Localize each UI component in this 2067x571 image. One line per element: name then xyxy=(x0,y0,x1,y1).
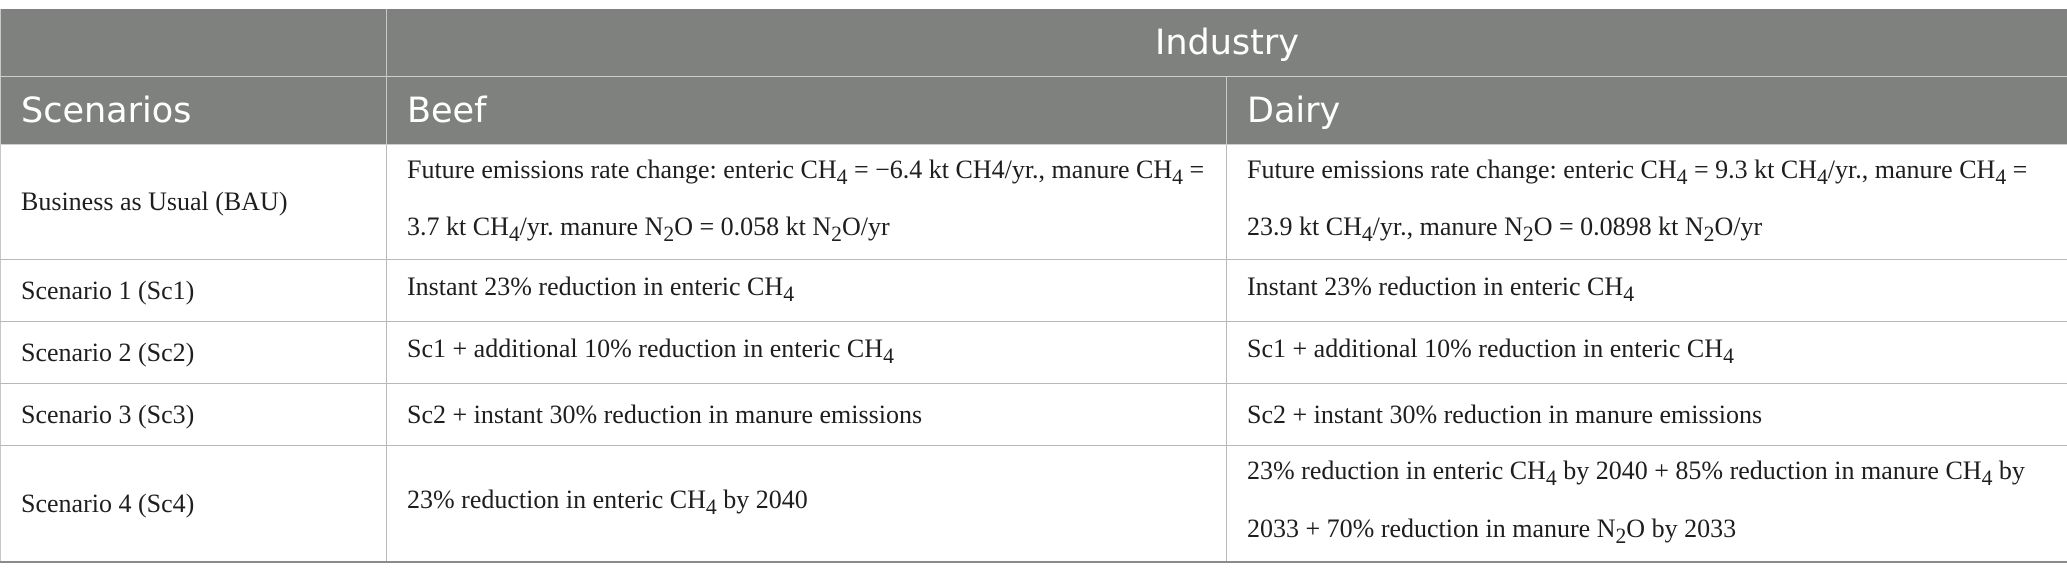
header-empty-cell xyxy=(0,9,387,77)
table-row: Scenario 1 (Sc1) Instant 23% reduction i… xyxy=(0,259,2067,323)
scenario-name-cell: Business as Usual (BAU) xyxy=(0,143,387,261)
dairy-cell: Instant 23% reduction in enteric CH4 xyxy=(1226,259,2067,323)
scenarios-column-header: Scenarios xyxy=(0,76,387,145)
table-row: Scenario 4 (Sc4) 23% reduction in enteri… xyxy=(0,445,2067,563)
dairy-cell: Sc2 + instant 30% reduction in manure em… xyxy=(1226,383,2067,447)
dairy-cell: Sc1 + additional 10% reduction in enteri… xyxy=(1226,321,2067,385)
table-row: Business as Usual (BAU) Future emissions… xyxy=(0,143,2067,261)
scenarios-table: Industry Scenarios Beef Dairy Business a… xyxy=(0,9,2067,563)
header-row-columns: Scenarios Beef Dairy xyxy=(0,76,2067,145)
scenario-name-cell: Scenario 3 (Sc3) xyxy=(0,383,387,447)
industry-group-header: Industry xyxy=(386,9,2067,77)
beef-cell: Sc2 + instant 30% reduction in manure em… xyxy=(386,383,1227,447)
beef-cell: Future emissions rate change: enteric CH… xyxy=(386,143,1227,261)
scenario-name-cell: Scenario 4 (Sc4) xyxy=(0,445,387,563)
beef-cell: Sc1 + additional 10% reduction in enteri… xyxy=(386,321,1227,385)
beef-column-header: Beef xyxy=(386,76,1227,145)
dairy-column-header: Dairy xyxy=(1226,76,2067,145)
table-row: Scenario 2 (Sc2) Sc1 + additional 10% re… xyxy=(0,321,2067,385)
scenario-name-cell: Scenario 1 (Sc1) xyxy=(0,259,387,323)
dairy-cell: 23% reduction in enteric CH4 by 2040 + 8… xyxy=(1226,445,2067,563)
header-row-group: Industry xyxy=(0,9,2067,77)
beef-cell: 23% reduction in enteric CH4 by 2040 xyxy=(386,445,1227,563)
scenario-name-cell: Scenario 2 (Sc2) xyxy=(0,321,387,385)
beef-cell: Instant 23% reduction in enteric CH4 xyxy=(386,259,1227,323)
table-row: Scenario 3 (Sc3) Sc2 + instant 30% reduc… xyxy=(0,383,2067,447)
dairy-cell: Future emissions rate change: enteric CH… xyxy=(1226,143,2067,261)
